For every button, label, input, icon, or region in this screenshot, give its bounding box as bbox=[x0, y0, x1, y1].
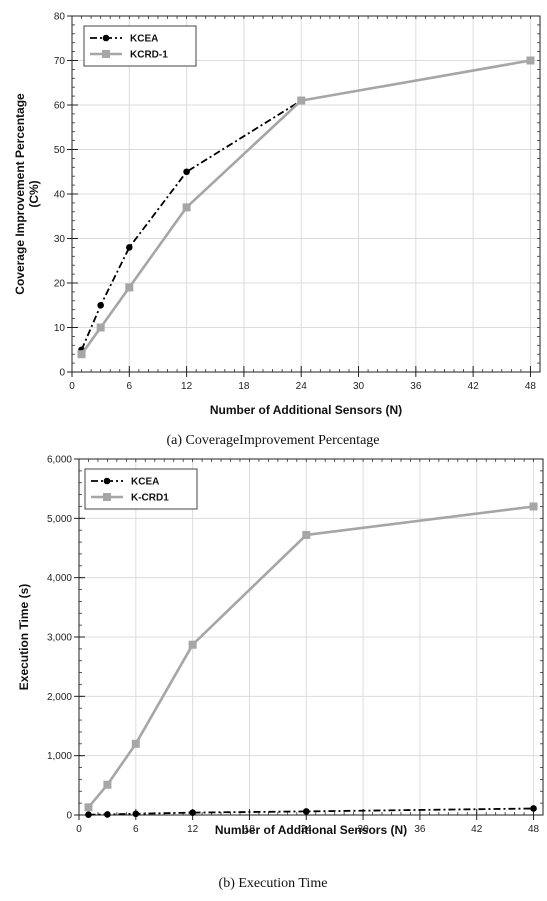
y-axis-label: Coverage Improvement Percentage bbox=[13, 93, 27, 295]
data-point bbox=[189, 809, 196, 816]
legend-label: K-CRD1 bbox=[131, 493, 169, 504]
legend-swatch-marker bbox=[103, 493, 111, 501]
data-point bbox=[84, 803, 93, 812]
legend-box bbox=[84, 468, 198, 510]
data-point bbox=[188, 640, 197, 649]
y-tick-label: 80 bbox=[54, 12, 66, 23]
data-point bbox=[125, 283, 134, 292]
x-tick-label: 12 bbox=[181, 381, 193, 392]
y-tick-label: 0 bbox=[59, 368, 65, 379]
x-tick-label: 0 bbox=[76, 824, 82, 835]
chart-a: 0 6 12 18 24 30 36 42 48 0 10 20 30 40 50 60 70 80 Number … bbox=[13, 12, 541, 417]
figure-caption: (b) Execution Time bbox=[219, 876, 328, 891]
y-tick-label: 60 bbox=[54, 101, 66, 112]
x-axis-label: Number of Additional Sensors (N) bbox=[210, 403, 402, 417]
x-tick-label: 48 bbox=[525, 381, 537, 392]
series-kcea bbox=[85, 805, 537, 819]
x-tick-label: 18 bbox=[238, 381, 250, 392]
x-tick-label: 0 bbox=[69, 381, 75, 392]
chart-b: 0 6 12 18 24 30 36 42 48 0 1,000 2,000 3,000 4,000 5,0… bbox=[17, 455, 544, 837]
series-kcrd-1 bbox=[77, 56, 535, 359]
x-tick-label: 6 bbox=[127, 381, 133, 392]
legend-label: KCEA bbox=[131, 477, 159, 488]
data-point bbox=[183, 168, 190, 176]
data-point bbox=[529, 502, 538, 511]
y-tick-label: 10 bbox=[54, 323, 66, 334]
data-point bbox=[131, 739, 140, 748]
x-tick-label: 12 bbox=[187, 824, 199, 835]
legend: KCEA K-CRD1 bbox=[84, 468, 198, 510]
y-tick-label: 4,000 bbox=[47, 573, 72, 584]
y-tick-label: 30 bbox=[54, 234, 66, 245]
x-tick-label: 24 bbox=[301, 824, 313, 835]
data-point bbox=[302, 808, 310, 815]
figure-caption: (a) CoverageImprovement Percentage bbox=[166, 433, 379, 448]
data-point bbox=[96, 323, 105, 332]
series-k-crd1 bbox=[84, 502, 538, 812]
data-point bbox=[530, 805, 537, 812]
legend-swatch-marker bbox=[103, 477, 111, 485]
y-tick-label: 0 bbox=[66, 811, 72, 822]
y-tick-label: 70 bbox=[54, 56, 66, 67]
data-point bbox=[97, 301, 104, 309]
y-tick-label: 40 bbox=[54, 190, 66, 201]
data-point bbox=[126, 244, 133, 251]
data-point bbox=[302, 530, 311, 539]
legend-label: KCEA bbox=[130, 34, 158, 45]
x-tick-label: 48 bbox=[528, 824, 540, 835]
data-point bbox=[297, 96, 306, 105]
x-tick-label: 36 bbox=[410, 381, 422, 392]
plot-frame bbox=[78, 458, 544, 816]
legend-label: KCRD-1 bbox=[130, 50, 168, 61]
x-tick-label: 24 bbox=[296, 381, 308, 392]
data-point bbox=[526, 56, 535, 65]
x-tick-label: 18 bbox=[244, 824, 256, 835]
y-tick-label: 5,000 bbox=[47, 514, 72, 525]
legend: KCEA KCRD-1 bbox=[83, 25, 197, 67]
x-axis-label: Number of Additional Sensors (N) bbox=[215, 823, 407, 837]
data-point bbox=[104, 811, 111, 818]
legend-swatch-marker bbox=[102, 34, 110, 42]
y-tick-label: 6,000 bbox=[47, 455, 72, 466]
y-axis-label: Execution Time (s) bbox=[17, 584, 31, 690]
legend-box bbox=[83, 25, 197, 67]
x-tick-label: 30 bbox=[353, 381, 365, 392]
x-tick-label: 36 bbox=[414, 824, 426, 835]
data-point bbox=[77, 350, 86, 359]
data-point bbox=[85, 811, 92, 819]
y-tick-label: 3,000 bbox=[47, 633, 72, 644]
data-point bbox=[182, 203, 191, 212]
data-point bbox=[103, 780, 112, 789]
x-tick-label: 30 bbox=[358, 824, 370, 835]
x-tick-label: 42 bbox=[471, 824, 483, 835]
y-tick-label: 20 bbox=[54, 279, 66, 290]
y-axis-label-unit: (C%) bbox=[27, 180, 41, 207]
y-tick-label: 50 bbox=[54, 145, 66, 156]
y-tick-label: 1,000 bbox=[47, 751, 72, 762]
y-tick-label: 2,000 bbox=[47, 692, 72, 703]
x-tick-label: 6 bbox=[133, 824, 139, 835]
plot-frame bbox=[71, 15, 541, 373]
data-point bbox=[132, 810, 140, 818]
series-line bbox=[80, 59, 531, 355]
x-tick-label: 42 bbox=[468, 381, 480, 392]
legend-swatch-marker bbox=[102, 50, 110, 58]
